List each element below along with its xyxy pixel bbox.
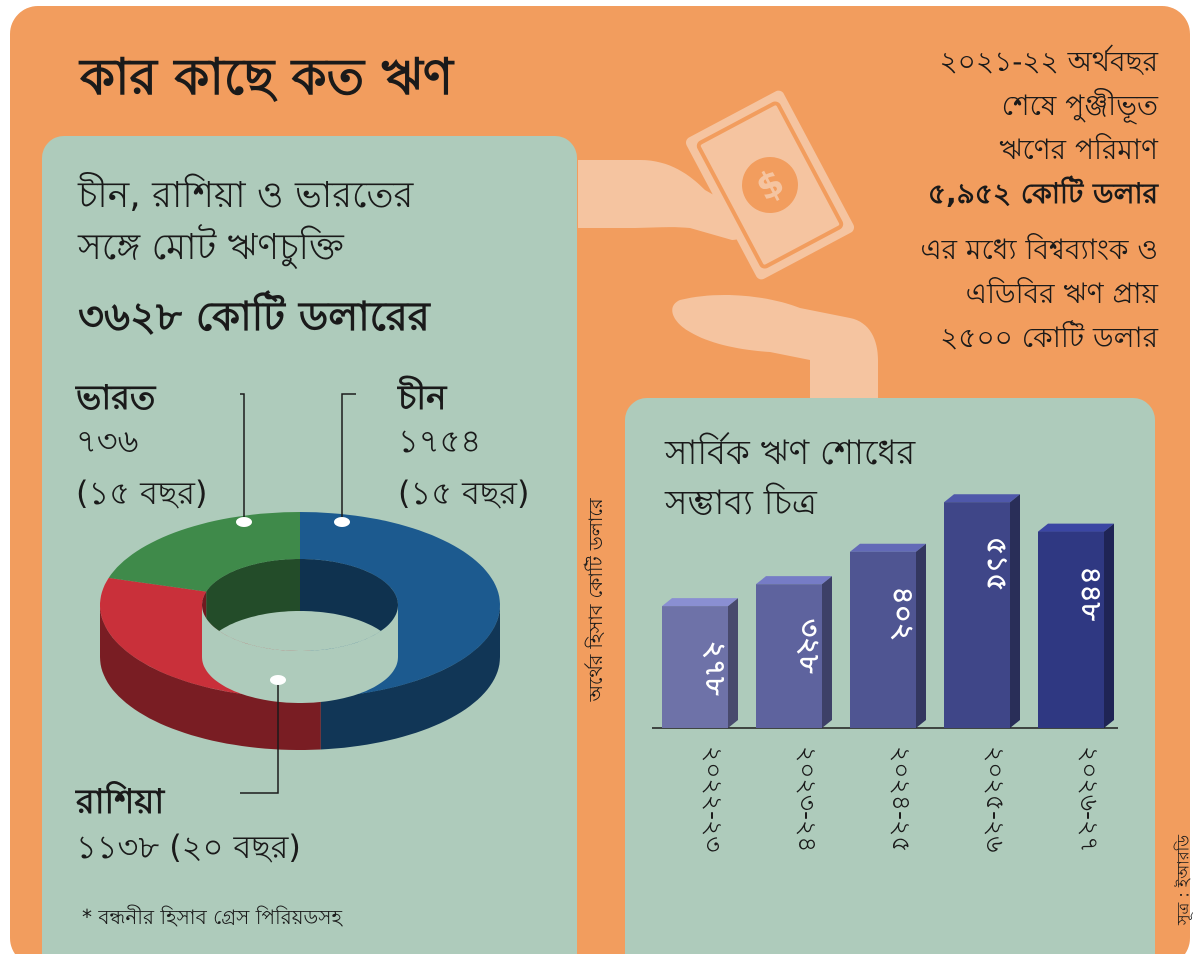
summary-sub-1: এর মধ্যে বিশ্বব্যাংক ও bbox=[920, 233, 1158, 266]
left-heading-line-1: চীন, রাশিয়া ও ভারতের bbox=[78, 175, 414, 216]
left-panel-heading: চীন, রাশিয়া ও ভারতের সঙ্গে মোট ঋণচুক্তি bbox=[78, 170, 413, 274]
footnote: * বন্ধনীর হিসাব গ্রেস পিরিয়ডসহ bbox=[82, 905, 342, 929]
source-credit: সূত্র : ইআরডি bbox=[1173, 834, 1193, 926]
bar-category-label: ২০২৩-২৪ bbox=[793, 746, 822, 853]
bar-top bbox=[944, 494, 1020, 503]
bar-front bbox=[756, 584, 822, 728]
slice-label-name-russia: রাশিয়া bbox=[76, 782, 165, 822]
donut-wall bbox=[100, 605, 321, 750]
bar-5: ৪৪৮ bbox=[1038, 523, 1114, 728]
bar-front bbox=[662, 606, 728, 728]
left-panel-total: ৩৬২৮ কোটি ডলারের bbox=[78, 294, 430, 340]
leader-line bbox=[240, 393, 245, 522]
slice-label-note-china: (১৫ বছর) bbox=[398, 474, 530, 512]
donut-wall bbox=[320, 605, 500, 750]
bar-side bbox=[1010, 494, 1020, 728]
donut-slice bbox=[108, 512, 300, 592]
summary-amount: ৫,৯৫২ কোটি ডলার bbox=[927, 177, 1158, 210]
bar-2: ৩২৮ bbox=[756, 576, 832, 728]
bar-value-label: ৪০২ bbox=[887, 586, 920, 641]
leader-line bbox=[240, 680, 279, 794]
banknote-icon: $ bbox=[685, 90, 855, 280]
bar-category-label: ২০২৪-২৫ bbox=[887, 746, 916, 853]
bar-1: ২৭৮ bbox=[662, 598, 738, 728]
leader-dot bbox=[270, 675, 286, 685]
bar-top bbox=[850, 543, 926, 552]
bar-top bbox=[756, 576, 832, 585]
bar-front bbox=[1038, 531, 1104, 728]
page-title: কার কাছে কত ঋণ bbox=[80, 48, 454, 106]
hand-receiving-icon bbox=[672, 294, 878, 398]
bar-side bbox=[822, 576, 832, 728]
bar-category-label: ২০২২-২৩ bbox=[699, 746, 728, 853]
bar-value-label: ৩২৮ bbox=[793, 619, 826, 674]
slice-label-value-china: ১৭৫৪ bbox=[398, 422, 482, 460]
summary-line-2: শেষে পুঞ্জীভূত bbox=[1001, 89, 1158, 122]
slice-label-note-india: (১৫ বছর) bbox=[76, 474, 208, 512]
donut-side-walls bbox=[100, 559, 500, 750]
bar-category-label: ২০২৫-২৬ bbox=[981, 746, 1010, 853]
slice-label-name-china: চীন bbox=[398, 378, 447, 418]
slice-label-note-russia: (২০ বছর) bbox=[169, 828, 301, 866]
hand-giving-icon bbox=[578, 160, 749, 240]
summary-line-1: ২০২১-২২ অর্থবছর bbox=[939, 45, 1158, 78]
bar-3: ৪০২ bbox=[850, 543, 926, 728]
right-heading-line-1: সার্বিক ঋণ শোধের bbox=[665, 433, 916, 473]
slice-label-name-india: ভারত bbox=[76, 378, 156, 418]
right-panel-heading: সার্বিক ঋণ শোধের সম্ভাব্য চিত্র bbox=[665, 428, 915, 528]
bar-side bbox=[1104, 523, 1114, 728]
leader-dot bbox=[334, 517, 350, 527]
bar-front bbox=[850, 551, 916, 728]
bar-category-label: ২০২৬-২৭ bbox=[1075, 746, 1104, 853]
bar-4: ৫১৫ bbox=[944, 494, 1020, 728]
slice-label-value-india: ৭৩৬ bbox=[76, 422, 139, 460]
slice-label-value-russia: ১১৩৮ bbox=[76, 828, 160, 866]
bar-value-label: ২৭৮ bbox=[699, 641, 732, 696]
right-heading-line-2: সম্ভাব্য চিত্র bbox=[665, 483, 817, 523]
bar-side bbox=[728, 598, 738, 728]
leader-line bbox=[341, 393, 356, 522]
summary-line-3: ঋণের পরিমাণ bbox=[999, 133, 1158, 166]
donut-inner-wall bbox=[206, 559, 300, 644]
donut-hole bbox=[202, 605, 398, 703]
donut-leaders bbox=[236, 393, 356, 794]
summary-sub-3: ২৫০০ কোটি ডলার bbox=[940, 321, 1158, 354]
bar-top bbox=[662, 598, 738, 607]
bar-side bbox=[916, 543, 926, 728]
donut-inner-wall bbox=[300, 559, 398, 657]
left-heading-line-2: সঙ্গে মোট ঋণচুক্তি bbox=[78, 227, 344, 268]
bar-value-label: ৫১৫ bbox=[981, 537, 1014, 592]
bar-top bbox=[1038, 523, 1114, 532]
leader-dot bbox=[236, 517, 252, 527]
summary-sub-2: এডিবির ঋণ প্রায় bbox=[965, 277, 1158, 310]
slice-label-detail-russia: ১১৩৮ (২০ বছর) bbox=[76, 826, 301, 868]
bar-front bbox=[944, 502, 1010, 728]
bar-value-label: ৪৪৮ bbox=[1075, 566, 1108, 621]
